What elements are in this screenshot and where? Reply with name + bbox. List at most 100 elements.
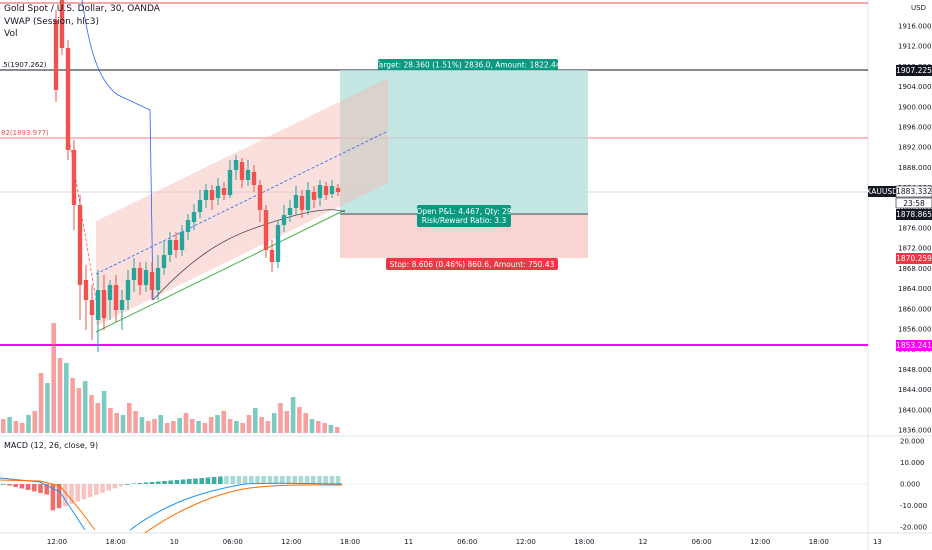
signal-line-right — [144, 484, 343, 534]
macd-hist-bar — [218, 476, 223, 484]
volume-bar — [120, 415, 126, 433]
legend-vol[interactable]: Vol — [4, 28, 17, 40]
volume-bar — [38, 373, 44, 433]
vwap-title: VWAP (Session, hlc3) — [4, 17, 99, 27]
volume-bar — [152, 419, 157, 433]
symbol-title: Gold Spot / U.S. Dollar, 30, OANDA — [4, 4, 160, 14]
price-tick-label: 1876.000 — [898, 225, 931, 233]
macd-tick-label: -10.000 — [900, 502, 927, 510]
volume-bar — [139, 417, 145, 433]
macd-hist-bar — [211, 477, 217, 484]
macd-tick-label: 10.000 — [900, 459, 925, 467]
candle-body — [113, 285, 119, 310]
regression-channel[interactable] — [96, 78, 388, 326]
legend-symbol[interactable]: Gold Spot / U.S. Dollar, 30, OANDA — [4, 3, 160, 15]
macd-hist-bar — [13, 484, 18, 487]
target-zone[interactable] — [340, 70, 588, 214]
macd-hist-bar — [143, 482, 149, 484]
candle-body — [101, 290, 107, 318]
macd-hist-bar — [87, 484, 93, 498]
candle-body — [125, 280, 131, 300]
volume-bar — [70, 378, 75, 433]
time-tick-label: 06:00 — [692, 538, 712, 546]
stop-label: Stop: 8.606 (0.46%) 860.6, Amount: 750.4… — [390, 260, 555, 269]
candle-body — [71, 150, 77, 205]
macd-hist-bar — [199, 478, 204, 484]
currency-box — [896, 1, 932, 11]
volume-bar — [309, 419, 315, 433]
volume-bar — [164, 423, 170, 433]
macd-hist-bar — [273, 476, 279, 484]
macd-hist-bar — [75, 484, 80, 502]
macd-hist-bar — [187, 479, 192, 484]
macd-hist-bar — [224, 476, 229, 484]
channel-trendline[interactable] — [95, 209, 346, 333]
macd-hist-bar — [125, 484, 130, 485]
macd-title: MACD (12, 26, close, 9) — [4, 441, 99, 450]
macd-hist-bar — [317, 476, 322, 484]
macd-hist-bar — [131, 483, 136, 484]
macd-hist-bar — [335, 476, 341, 484]
price-tick-label: 1864.000 — [898, 285, 931, 293]
macd-hist-bar — [156, 481, 161, 484]
legend-macd[interactable]: MACD (12, 26, close, 9) — [4, 440, 98, 452]
candle-body — [53, 20, 59, 90]
price-tick-label: 1880.000 — [898, 204, 931, 212]
volume-bar — [284, 411, 290, 433]
volume-bar — [290, 397, 296, 433]
macd-hist-bar — [174, 480, 180, 484]
candle-body — [179, 232, 185, 250]
candle-body — [77, 205, 83, 285]
candle-body — [167, 240, 173, 255]
macd-hist-bar — [69, 484, 74, 504]
macd-hist-bar — [329, 476, 335, 484]
symbol-tag — [868, 186, 896, 197]
symbol-tag-text: XAUUSD — [866, 187, 898, 196]
countdown-tag — [895, 197, 932, 209]
candle-body — [281, 215, 287, 225]
volume-bar — [190, 419, 195, 433]
volume-bar — [303, 413, 308, 433]
volume-bar — [208, 417, 214, 433]
volume-bar — [316, 421, 321, 433]
macd-pane[interactable] — [0, 476, 868, 534]
volume-bar — [64, 363, 69, 433]
candle-body — [137, 268, 143, 285]
macd-hist-bar — [19, 484, 25, 489]
macd-hist-bar — [94, 484, 99, 495]
candle-body — [119, 300, 125, 310]
macd-hist-bar — [236, 476, 242, 484]
price-tick-label: 1844.000 — [898, 386, 931, 394]
pnl-label-box — [417, 205, 511, 227]
volume-bar — [7, 417, 12, 433]
macd-axis[interactable]: 20.000 10.000 0.000 -10.000 -20.000 — [900, 438, 927, 532]
price-tick-label: 1904.000 — [898, 83, 931, 91]
vwap-line — [81, 0, 154, 301]
time-tick-label: 13 — [873, 538, 882, 546]
macd-hist-bar — [205, 477, 211, 484]
volume-bar — [82, 381, 88, 433]
volume-bar — [265, 421, 271, 433]
volume-bar — [234, 421, 239, 433]
time-tick-label: 18:00 — [340, 538, 360, 546]
target-level-text: 1907.225 — [896, 66, 932, 75]
macd-tick-label: 20.000 — [900, 438, 925, 446]
macd-hist-bar — [311, 476, 316, 484]
candle-body — [275, 225, 281, 262]
volume-bar — [57, 358, 63, 433]
time-axis[interactable]: 12:00 18:00 10 06:00 12:00 18:00 11 06:00 12:00 1… — [47, 538, 882, 546]
macd-hist-bar — [1, 484, 6, 485]
price-axis[interactable]: 1916.0001912.0001908.0001904.0001900.000… — [898, 23, 931, 435]
candlesticks[interactable] — [53, 0, 341, 352]
legend-vwap[interactable]: VWAP (Session, hlc3) — [4, 16, 99, 28]
current-price-tag — [895, 185, 932, 198]
candle-body — [95, 290, 101, 320]
macd-hist-bar — [7, 484, 12, 486]
time-tick-label: 12:00 — [281, 538, 301, 546]
volume-bar — [32, 411, 38, 433]
macd-hist-bar — [168, 480, 173, 484]
candle-body — [287, 208, 293, 215]
candle-body — [197, 200, 203, 212]
currency-label: USD — [911, 4, 926, 12]
